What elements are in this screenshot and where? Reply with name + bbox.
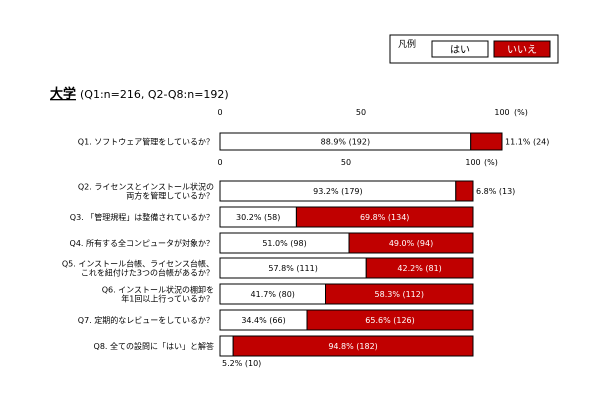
value-label-yes-q7: 34.4% (66) bbox=[241, 316, 285, 325]
chart-sample-size: (Q1:n=216, Q2-Q8:n=192) bbox=[80, 88, 229, 101]
value-label-no-q4: 49.0% (94) bbox=[389, 239, 433, 248]
value-label-no-q5: 42.2% (81) bbox=[397, 264, 441, 273]
axis-top-tick-0: 0 bbox=[217, 108, 222, 117]
axis-top: 0 50 100 (%) bbox=[217, 108, 527, 117]
bar-no-q1 bbox=[470, 132, 503, 151]
value-label-yes-q3: 30.2% (58) bbox=[236, 213, 280, 222]
value-label-no-q1: 11.1% (24) bbox=[505, 138, 549, 147]
category-label-q6-line1: Q6. インストール状況の棚卸を bbox=[102, 285, 214, 295]
bar-no-q7 bbox=[306, 309, 474, 331]
value-label-yes-q5: 57.8% (111) bbox=[268, 264, 317, 273]
axis-top-unit: (%) bbox=[514, 108, 528, 117]
category-label-q2-line2: 両方を管理しているか？ bbox=[126, 191, 214, 201]
axis-top-tick-100: 100 bbox=[494, 108, 509, 117]
bar-no-q3 bbox=[295, 206, 474, 228]
legend: 凡例 はい いいえ bbox=[389, 34, 559, 64]
bar-no-q5 bbox=[365, 257, 474, 279]
category-label-q6-line2: 年1回以上行っているか？ bbox=[121, 294, 214, 304]
category-label-q7: Q7. 定期的なレビューをしているか？ bbox=[78, 315, 214, 325]
category-label-q5-line2: これを紐付けた3つの台帳があるか？ bbox=[81, 268, 214, 278]
value-label-yes-q4: 51.0% (98) bbox=[262, 239, 306, 248]
legend-swatch-yes bbox=[431, 40, 489, 58]
bars: Q1. ソフトウェア管理をしているか？ 88.9% (192) 11.1% (24)… bbox=[62, 132, 549, 368]
legend-title: 凡例 bbox=[398, 38, 416, 50]
legend-label-no: いいえ bbox=[507, 44, 537, 56]
bar-no-q2 bbox=[455, 180, 474, 202]
category-label-q3: Q3. 「管理規程」は整備されているか？ bbox=[70, 212, 214, 222]
value-label-no-q3: 69.8% (134) bbox=[360, 213, 409, 222]
bar-no-q4 bbox=[348, 232, 474, 254]
chart-title: 大学 bbox=[50, 86, 76, 102]
category-label-q5-line1: Q5. インストール台帳、ライセンス台帳、 bbox=[62, 259, 214, 269]
bar-yes-q8 bbox=[219, 335, 234, 357]
axis-mid: 0 50 100 (%) bbox=[217, 158, 497, 167]
bar-no-q8 bbox=[232, 335, 474, 357]
axis-mid-tick-50: 50 bbox=[341, 158, 351, 167]
value-label-yes-q8: 5.2% (10) bbox=[222, 359, 261, 368]
value-label-no-q8: 94.8% (182) bbox=[328, 342, 377, 351]
value-label-no-q6: 58.3% (112) bbox=[375, 290, 424, 299]
axis-mid-tick-100: 100 bbox=[465, 158, 480, 167]
category-label-q8: Q8. 全ての設問に「はい」と解答 bbox=[94, 341, 214, 351]
value-label-yes-q6: 41.7% (80) bbox=[251, 290, 295, 299]
value-label-no-q7: 65.6% (126) bbox=[365, 316, 414, 325]
bar-no-q6 bbox=[325, 283, 474, 305]
axis-mid-tick-0: 0 bbox=[217, 158, 222, 167]
category-label-q1: Q1. ソフトウェア管理をしているか？ bbox=[78, 137, 214, 147]
legend-label-yes: はい bbox=[450, 44, 470, 56]
value-label-no-q2: 6.8% (13) bbox=[476, 187, 515, 196]
value-label-yes-q2: 93.2% (179) bbox=[313, 187, 362, 196]
category-label-q4: Q4. 所有する全コンピュータが対象か？ bbox=[70, 238, 214, 248]
legend-swatch-no bbox=[493, 40, 551, 58]
category-label-q2-line1: Q2. ライセンスとインストール状況の bbox=[78, 182, 214, 192]
axis-mid-unit: (%) bbox=[484, 158, 498, 167]
value-label-yes-q1: 88.9% (192) bbox=[321, 138, 370, 147]
axis-top-tick-50: 50 bbox=[356, 108, 366, 117]
